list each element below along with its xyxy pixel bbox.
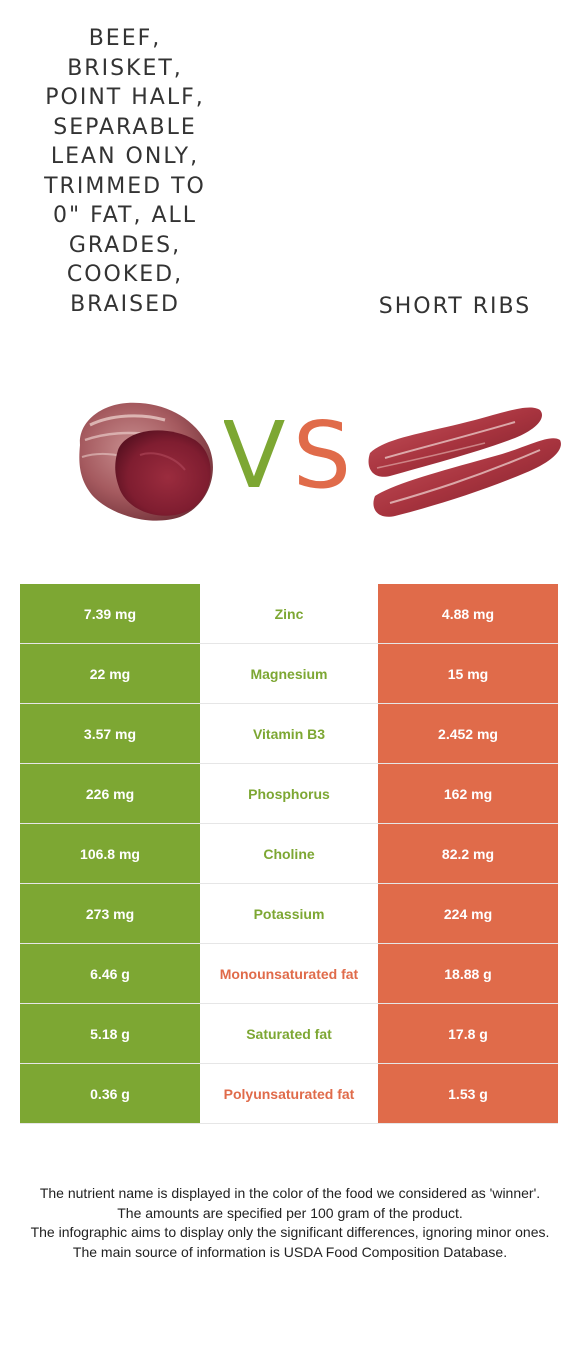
left-value: 0.36 g [20,1064,200,1123]
right-value: 162 mg [378,764,558,823]
left-value: 22 mg [20,644,200,703]
left-food-title: Beef, brisket, point half, separable lea… [44,26,206,317]
comparison-header: Beef, brisket, point half, separable lea… [0,0,580,560]
nutrient-name: Magnesium [200,644,378,703]
vs-s-letter: S [293,405,351,505]
beef-roast-image [79,402,213,521]
short-ribs-image [368,407,561,517]
right-value: 15 mg [378,644,558,703]
footnote-line: The main source of information is USDA F… [72,1243,508,1260]
left-value: 226 mg [20,764,200,823]
right-value: 2.452 mg [378,704,558,763]
nutrient-name: Potassium [200,884,378,943]
left-value: 5.18 g [20,1004,200,1063]
left-value: 7.39 mg [20,584,200,643]
footnote-line: The nutrient name is displayed in the co… [39,1185,541,1201]
table-row: 273 mg Potassium 224 mg [20,884,558,944]
vs-label: V S [224,405,351,505]
table-row: 5.18 g Saturated fat 17.8 g [20,1004,558,1064]
table-row: 3.57 mg Vitamin B3 2.452 mg [20,704,558,764]
footnote-line: The amounts are specified per 100 gram o… [117,1204,463,1221]
right-food-title: Short ribs [378,294,532,319]
left-value: 106.8 mg [20,824,200,883]
vs-v-letter: V [224,405,286,505]
right-value: 224 mg [378,884,558,943]
right-value: 17.8 g [378,1004,558,1063]
right-value: 4.88 mg [378,584,558,643]
right-value: 82.2 mg [378,824,558,883]
footnote: The nutrient name is displayed in the co… [10,1184,570,1262]
footnote-line: The infographic aims to display only the… [30,1224,550,1240]
left-value: 6.46 g [20,944,200,1003]
right-value: 18.88 g [378,944,558,1003]
table-row: 6.46 g Monounsaturated fat 18.88 g [20,944,558,1004]
table-row: 22 mg Magnesium 15 mg [20,644,558,704]
right-value: 1.53 g [378,1064,558,1123]
nutrient-name: Polyunsaturated fat [200,1064,378,1123]
table-row: 0.36 g Polyunsaturated fat 1.53 g [20,1064,558,1124]
table-row: 106.8 mg Choline 82.2 mg [20,824,558,884]
nutrient-comparison-table: 7.39 mg Zinc 4.88 mg 22 mg Magnesium 15 mg 3.5… [20,584,558,1124]
nutrient-name: Zinc [200,584,378,643]
nutrient-name: Vitamin B3 [200,704,378,763]
table-row: 226 mg Phosphorus 162 mg [20,764,558,824]
left-value: 273 mg [20,884,200,943]
nutrient-name: Choline [200,824,378,883]
nutrient-name: Saturated fat [200,1004,378,1063]
nutrient-name: Phosphorus [200,764,378,823]
nutrient-name: Monounsaturated fat [200,944,378,1003]
table-row: 7.39 mg Zinc 4.88 mg [20,584,558,644]
left-value: 3.57 mg [20,704,200,763]
